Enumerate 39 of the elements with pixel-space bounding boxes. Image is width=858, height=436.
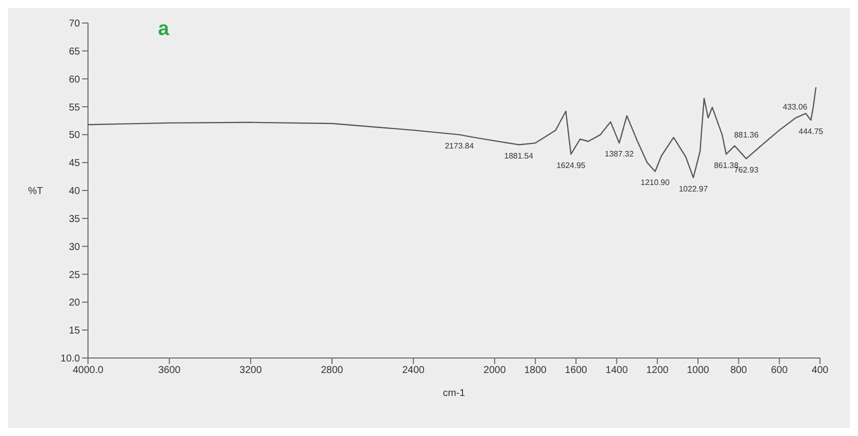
annotation: 1624.95 [556, 160, 586, 170]
annotation: 1387.32 [604, 150, 634, 159]
x-tick-label: 3600 [158, 365, 181, 376]
x-tick-label: 800 [730, 365, 748, 376]
y-tick-label: 50 [68, 130, 80, 142]
x-axis-title: cm-1 [442, 388, 466, 399]
x-tick-label: 3200 [240, 365, 262, 376]
chart-title: a [158, 18, 170, 41]
x-tick-label: 1200 [646, 365, 669, 376]
y-tick-label: 25 [68, 270, 80, 281]
y-tick-label: 55 [68, 102, 80, 114]
x-tick-label: 4000.0 [72, 365, 104, 376]
x-tick-label: 1600 [564, 365, 588, 376]
x-tick-label: 2000 [484, 365, 506, 376]
x-tick-label: 1800 [524, 365, 547, 376]
y-tick-label: 45 [68, 158, 80, 170]
annotation: 444.75 [798, 126, 824, 136]
annotation: 1022.97 [678, 184, 708, 194]
annotation: 881.36 [734, 130, 760, 140]
y-tick-label: 70 [68, 18, 80, 30]
y-tick-label: 30 [68, 242, 80, 253]
x-tick-label: 2800 [320, 365, 344, 376]
annotation: 433.06 [782, 102, 808, 112]
annotation: 1881.54 [504, 151, 534, 160]
y-tick-label: 35 [68, 214, 80, 225]
y-tick-label: 10.0 [60, 354, 80, 365]
y-tick-label: 65 [68, 46, 80, 58]
y-tick-label: 60 [68, 74, 80, 86]
annotation: 2173.84 [444, 141, 474, 150]
x-tick-label: 600 [770, 365, 788, 376]
y-tick-label: 15 [68, 326, 80, 337]
annotation: 1210.90 [640, 178, 670, 188]
y-tick-label: 20 [68, 298, 80, 309]
x-tick-label: 1000 [686, 365, 710, 376]
x-tick-label: 2400 [402, 365, 425, 376]
x-tick-label: 1400 [606, 365, 628, 376]
x-tick-label: 400 [812, 365, 829, 376]
y-tick-label: 40 [68, 186, 80, 198]
y-axis-title: %T [28, 186, 43, 198]
